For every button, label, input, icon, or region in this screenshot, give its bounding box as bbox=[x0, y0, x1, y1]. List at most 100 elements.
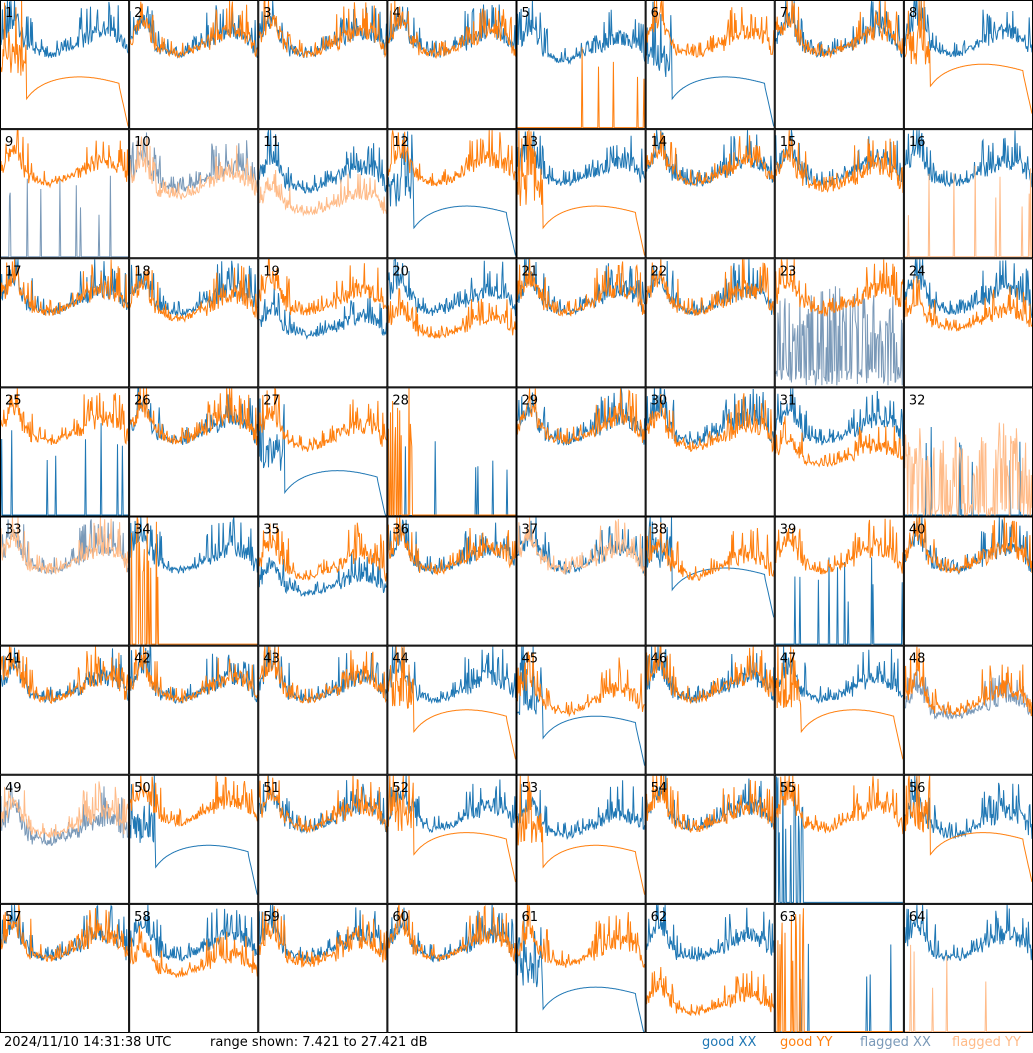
panel-border-41 bbox=[0, 645, 130, 775]
panel-number-34: 34 bbox=[134, 523, 151, 538]
panel-border-57 bbox=[0, 903, 130, 1033]
antenna-panel-11: 11 bbox=[258, 129, 388, 259]
antenna-panel-18: 18 bbox=[129, 258, 259, 388]
panel-border-54 bbox=[645, 774, 775, 904]
panel-border-2 bbox=[129, 0, 259, 130]
panel-border-31 bbox=[774, 387, 904, 517]
antenna-panel-30: 30 bbox=[645, 387, 775, 517]
panel-number-8: 8 bbox=[909, 6, 917, 21]
panel-border-12 bbox=[387, 129, 517, 259]
panel-number-2: 2 bbox=[134, 6, 142, 21]
antenna-panel-4: 4 bbox=[387, 0, 517, 130]
panel-number-7: 7 bbox=[780, 6, 788, 21]
series-yy-22 bbox=[646, 259, 775, 316]
panel-border-30 bbox=[645, 387, 775, 517]
panel-number-28: 28 bbox=[392, 393, 409, 408]
antenna-panel-31: 31 bbox=[774, 387, 904, 517]
panel-number-58: 58 bbox=[134, 910, 151, 925]
panel-number-6: 6 bbox=[651, 6, 659, 21]
series-xx-8 bbox=[904, 0, 1033, 58]
panel-number-9: 9 bbox=[5, 135, 13, 150]
series-yy-63 bbox=[775, 908, 903, 1032]
panel-number-60: 60 bbox=[392, 910, 409, 925]
series-yy-31 bbox=[775, 416, 904, 468]
antenna-panel-64: 64 bbox=[903, 903, 1033, 1033]
series-yy-27 bbox=[258, 386, 387, 452]
antenna-panel-52: 52 bbox=[387, 774, 517, 904]
panel-number-22: 22 bbox=[651, 264, 668, 279]
antenna-panel-61: 61 bbox=[516, 903, 646, 1033]
panel-number-12: 12 bbox=[392, 135, 409, 150]
panel-border-37 bbox=[516, 516, 646, 646]
series-xx-27 bbox=[258, 398, 387, 516]
series-xx-43 bbox=[258, 646, 387, 704]
antenna-panel-50: 50 bbox=[129, 774, 259, 904]
antenna-panel-27: 27 bbox=[258, 386, 388, 517]
antenna-panel-38: 38 bbox=[645, 516, 775, 646]
antenna-panel-59: 59 bbox=[258, 903, 388, 1033]
series-yy-59 bbox=[258, 906, 387, 968]
legend-good-yy: good YY bbox=[780, 1035, 833, 1050]
antenna-panel-14: 14 bbox=[645, 129, 775, 259]
series-yy-10 bbox=[129, 136, 258, 200]
panel-number-36: 36 bbox=[392, 523, 409, 538]
antenna-panel-6: 6 bbox=[645, 0, 775, 130]
panel-number-25: 25 bbox=[5, 393, 22, 408]
series-xx-20 bbox=[387, 258, 516, 317]
antenna-panel-53: 53 bbox=[516, 774, 646, 904]
antenna-panel-33: 33 bbox=[0, 516, 130, 646]
panel-number-17: 17 bbox=[5, 264, 22, 279]
panel-border-47 bbox=[774, 645, 904, 775]
panel-border-63 bbox=[774, 903, 904, 1033]
panel-number-57: 57 bbox=[5, 910, 22, 925]
antenna-panel-44: 44 bbox=[387, 645, 517, 775]
series-yy-26 bbox=[129, 388, 258, 446]
panel-border-14 bbox=[645, 129, 775, 259]
antenna-panel-35: 35 bbox=[258, 516, 388, 646]
series-xx-13 bbox=[517, 131, 646, 187]
series-xx-11 bbox=[258, 129, 387, 194]
series-yy-55 bbox=[775, 775, 904, 835]
timestamp-label: 2024/11/10 14:31:38 UTC bbox=[4, 1035, 172, 1050]
series-yy-33 bbox=[0, 517, 129, 575]
antenna-panel-32: 32 bbox=[903, 387, 1033, 518]
panel-border-55 bbox=[774, 774, 904, 904]
panel-number-49: 49 bbox=[5, 781, 22, 796]
series-yy-51 bbox=[258, 775, 387, 834]
panel-number-15: 15 bbox=[780, 135, 797, 150]
panel-border-1 bbox=[0, 0, 130, 130]
panel-number-40: 40 bbox=[909, 523, 926, 538]
antenna-panel-37: 37 bbox=[516, 516, 646, 646]
antenna-panel-57: 57 bbox=[0, 903, 130, 1033]
panel-number-59: 59 bbox=[263, 910, 280, 925]
antenna-panel-19: 19 bbox=[258, 258, 388, 388]
antenna-panel-49: 49 bbox=[0, 774, 130, 904]
antenna-panel-34: 34 bbox=[129, 516, 259, 646]
panel-number-27: 27 bbox=[263, 393, 280, 408]
panel-border-9 bbox=[0, 129, 130, 259]
antenna-panel-2: 2 bbox=[129, 0, 259, 130]
series-yy-15 bbox=[775, 130, 904, 193]
series-yy-44 bbox=[387, 646, 516, 760]
series-yy-32 bbox=[904, 422, 1033, 518]
panel-border-36 bbox=[387, 516, 517, 646]
antenna-panel-9: 9 bbox=[0, 129, 130, 259]
panel-number-13: 13 bbox=[522, 135, 539, 150]
series-xx-61 bbox=[517, 915, 645, 1033]
panel-border-35 bbox=[258, 516, 388, 646]
antenna-panel-23: 23 bbox=[774, 258, 904, 388]
antenna-panel-5: 5 bbox=[516, 0, 646, 130]
series-yy-28 bbox=[387, 388, 516, 516]
panel-number-54: 54 bbox=[651, 781, 668, 796]
series-yy-12 bbox=[387, 130, 516, 187]
series-yy-50 bbox=[129, 775, 258, 828]
series-yy-9 bbox=[0, 129, 129, 189]
antenna-panel-60: 60 bbox=[387, 903, 517, 1033]
panel-border-7 bbox=[774, 0, 904, 130]
panel-number-48: 48 bbox=[909, 652, 926, 667]
series-xx-31 bbox=[775, 388, 904, 447]
series-yy-53 bbox=[517, 775, 646, 895]
panel-border-6 bbox=[645, 0, 775, 130]
series-xx-25 bbox=[0, 423, 129, 516]
panel-border-10 bbox=[129, 129, 259, 259]
